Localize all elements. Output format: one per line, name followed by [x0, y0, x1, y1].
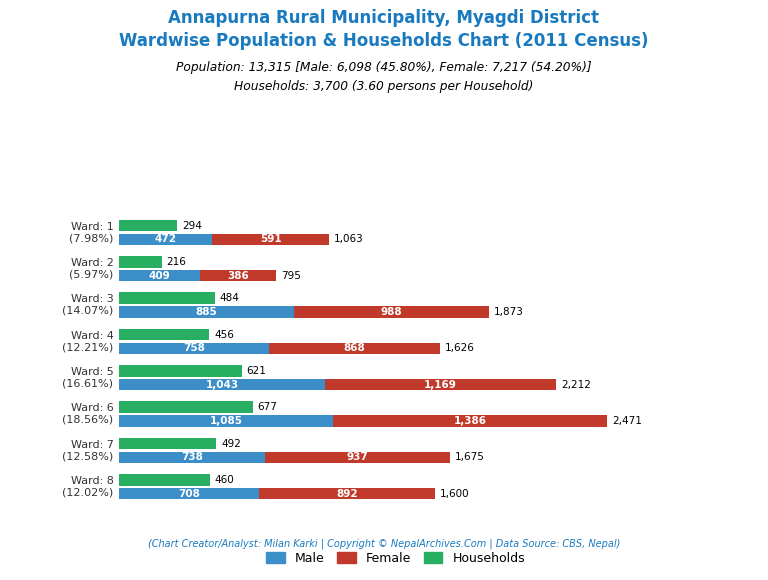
Legend: Male, Female, Households: Male, Female, Households — [261, 547, 530, 570]
Bar — [119, 329, 209, 340]
Bar — [119, 256, 162, 267]
Bar — [119, 438, 217, 450]
Bar — [119, 234, 212, 245]
Text: 1,169: 1,169 — [424, 380, 457, 390]
Text: 1,386: 1,386 — [454, 416, 487, 426]
Bar — [119, 365, 242, 376]
Text: 294: 294 — [182, 220, 202, 230]
Text: 1,626: 1,626 — [445, 343, 475, 353]
Text: 484: 484 — [220, 293, 240, 303]
Text: 868: 868 — [343, 343, 366, 353]
Text: 2,471: 2,471 — [612, 416, 642, 426]
Bar — [265, 452, 450, 463]
Bar — [325, 379, 556, 390]
Text: 460: 460 — [215, 475, 234, 485]
Text: 795: 795 — [281, 271, 301, 281]
Bar — [119, 292, 214, 304]
Bar — [119, 343, 269, 354]
Text: 216: 216 — [167, 257, 187, 267]
Text: 758: 758 — [183, 343, 205, 353]
Text: 2,212: 2,212 — [561, 380, 591, 390]
Text: 472: 472 — [154, 234, 177, 244]
Bar — [333, 415, 607, 427]
Text: 892: 892 — [336, 489, 358, 499]
Text: 937: 937 — [346, 452, 368, 462]
Text: Population: 13,315 [Male: 6,098 (45.80%), Female: 7,217 (54.20%)]: Population: 13,315 [Male: 6,098 (45.80%)… — [176, 61, 592, 74]
Text: 1,085: 1,085 — [210, 416, 243, 426]
Text: 456: 456 — [214, 329, 234, 339]
Text: Annapurna Rural Municipality, Myagdi District: Annapurna Rural Municipality, Myagdi Dis… — [168, 9, 600, 27]
Text: 621: 621 — [247, 366, 266, 376]
Bar — [212, 234, 329, 245]
Bar — [119, 270, 200, 281]
Text: 677: 677 — [258, 402, 277, 412]
Text: 1,063: 1,063 — [334, 234, 364, 244]
Text: Households: 3,700 (3.60 persons per Household): Households: 3,700 (3.60 persons per Hous… — [234, 80, 534, 93]
Bar — [200, 270, 276, 281]
Text: Wardwise Population & Households Chart (2011 Census): Wardwise Population & Households Chart (… — [119, 32, 649, 50]
Text: 386: 386 — [227, 271, 249, 281]
Text: 885: 885 — [196, 307, 217, 317]
Bar — [119, 379, 325, 390]
Text: 492: 492 — [221, 438, 241, 448]
Text: 1,675: 1,675 — [455, 452, 485, 462]
Bar — [119, 488, 259, 499]
Text: (Chart Creator/Analyst: Milan Karki | Copyright © NepalArchives.Com | Data Sourc: (Chart Creator/Analyst: Milan Karki | Co… — [147, 538, 621, 549]
Text: 708: 708 — [178, 489, 200, 499]
Bar — [269, 343, 440, 354]
Text: 988: 988 — [381, 307, 402, 317]
Bar — [119, 401, 253, 413]
Bar — [119, 306, 294, 318]
Bar — [119, 452, 265, 463]
Text: 1,600: 1,600 — [440, 489, 469, 499]
Bar — [119, 474, 210, 485]
Bar — [294, 306, 489, 318]
Text: 1,043: 1,043 — [206, 380, 239, 390]
Text: 1,873: 1,873 — [494, 307, 524, 317]
Text: 409: 409 — [148, 271, 170, 281]
Bar — [119, 415, 333, 427]
Text: 738: 738 — [181, 452, 203, 462]
Bar — [119, 220, 177, 231]
Text: 591: 591 — [260, 234, 281, 244]
Bar — [259, 488, 435, 499]
